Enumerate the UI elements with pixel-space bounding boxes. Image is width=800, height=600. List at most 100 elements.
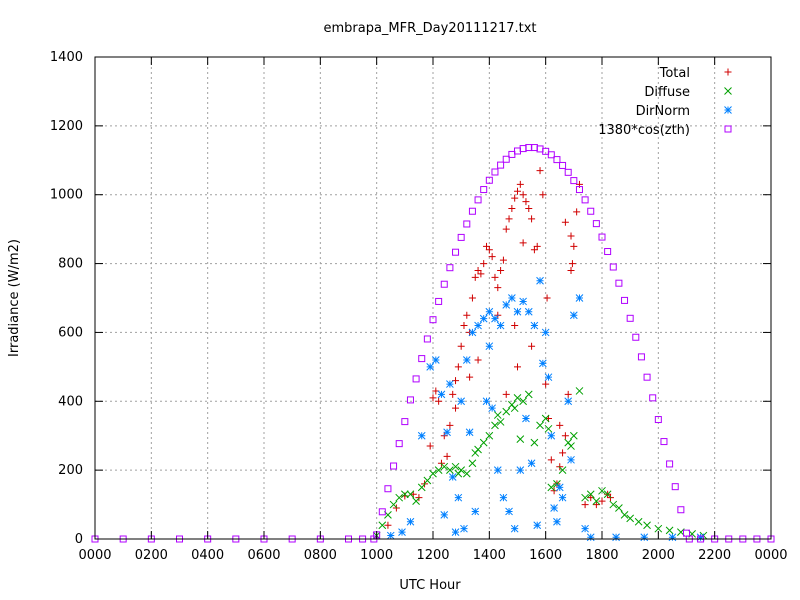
x-tick-label: 0200: [135, 548, 168, 563]
series-0-point: [543, 294, 551, 302]
series-0-point: [536, 167, 544, 175]
series-1-point: [395, 493, 404, 502]
x-tick-label: 2000: [642, 548, 675, 563]
series-0-point: [502, 390, 510, 398]
series-3-point: [609, 263, 617, 271]
series-3-point: [654, 416, 662, 424]
series-0-point: [522, 198, 530, 206]
series-1-point: [496, 418, 505, 426]
series-2-point: [553, 517, 561, 526]
series-3-point: [485, 176, 493, 184]
series-2-point: [451, 528, 460, 536]
x-tick-label: 2200: [698, 548, 731, 563]
series-2-point: [550, 504, 558, 512]
series-0-point: [426, 442, 434, 450]
series-2-point: [493, 466, 502, 474]
series-1-point: [491, 421, 499, 430]
series-2-point: [505, 507, 513, 516]
series-1-point: [462, 469, 471, 478]
series-0-point: [463, 311, 471, 319]
series-3-point: [559, 161, 567, 169]
series-2-point: [479, 314, 488, 323]
series-3-point: [440, 280, 448, 288]
series-0-point: [511, 194, 519, 202]
series-1-point: [603, 490, 612, 499]
series-0-point: [491, 273, 499, 281]
series-2-point: [575, 294, 584, 302]
series-2-point: [454, 493, 463, 502]
series-3-point: [570, 177, 578, 185]
y-tick-label: 1200: [50, 119, 83, 134]
series-1-point: [423, 476, 432, 485]
series-2-point: [564, 397, 573, 406]
x-tick-label: 0800: [304, 548, 337, 563]
y-axis-label: Irradiance (W/m2): [7, 239, 22, 357]
series-2-point: [668, 533, 677, 542]
series-1-point: [417, 483, 426, 492]
series-3-point: [446, 264, 454, 272]
series-1-point: [586, 490, 595, 499]
series-1-point: [493, 411, 502, 419]
series-0-point: [547, 456, 555, 464]
series-0-point: [525, 204, 533, 212]
series-1-point: [454, 469, 463, 478]
series-0-point: [452, 404, 460, 412]
series-1-point: [485, 431, 494, 440]
series-3-point: [592, 220, 600, 228]
x-tick-label: 0000: [78, 548, 111, 563]
series-3-point: [660, 438, 668, 446]
series-3-point: [491, 168, 499, 176]
series-2-point: [462, 356, 471, 364]
x-tick-label: 1600: [529, 548, 562, 563]
series-1-point: [412, 497, 420, 505]
series-1-point: [558, 466, 567, 474]
series-0-point: [466, 373, 474, 381]
series-1-point: [544, 424, 553, 433]
series-3-point: [587, 207, 595, 215]
series-2-point: [547, 431, 556, 440]
series-0-point: [499, 256, 507, 264]
series-2-point: [581, 524, 589, 533]
series-2-point: [612, 533, 620, 542]
legend-label: Diffuse: [644, 85, 690, 100]
legend-label: DirNorm: [636, 104, 690, 119]
series-3-point: [457, 233, 465, 241]
series-2-point: [696, 533, 705, 542]
series-0-point: [561, 218, 569, 226]
series-2-point: [386, 531, 395, 540]
series-1-point: [609, 500, 618, 509]
series-3-point: [621, 296, 629, 304]
series-1-point: [581, 493, 589, 502]
series-0-point: [511, 322, 519, 330]
series-3-point: [615, 279, 623, 287]
series-0-point: [502, 225, 510, 233]
series-0-point: [592, 501, 600, 509]
series-2-point: [491, 314, 499, 323]
series-0-point: [497, 266, 505, 274]
series-3-point: [418, 355, 426, 363]
series-1-point: [406, 490, 415, 499]
series-0-point: [568, 260, 576, 268]
series-3-point: [406, 396, 414, 404]
series-1-point: [519, 397, 527, 406]
series-1-point: [626, 514, 635, 523]
x-tick-label: 0400: [191, 548, 224, 563]
y-tick-label: 200: [58, 463, 83, 478]
series-3-point: [452, 248, 460, 256]
series-2-point: [508, 294, 516, 302]
series-2-point: [502, 301, 511, 309]
series-3-point: [626, 314, 634, 322]
series-0-point: [581, 501, 589, 509]
series-0-point: [598, 497, 606, 505]
series-1-point: [643, 521, 651, 530]
series-2-point: [446, 380, 454, 388]
series-3-point: [429, 316, 437, 324]
x-tick-label: 0000: [754, 548, 787, 563]
series-1-point: [429, 469, 437, 478]
series-0-point: [494, 284, 502, 292]
legend-marker: [724, 87, 732, 95]
series-2-point: [471, 507, 480, 516]
series-1-point: [598, 486, 606, 495]
